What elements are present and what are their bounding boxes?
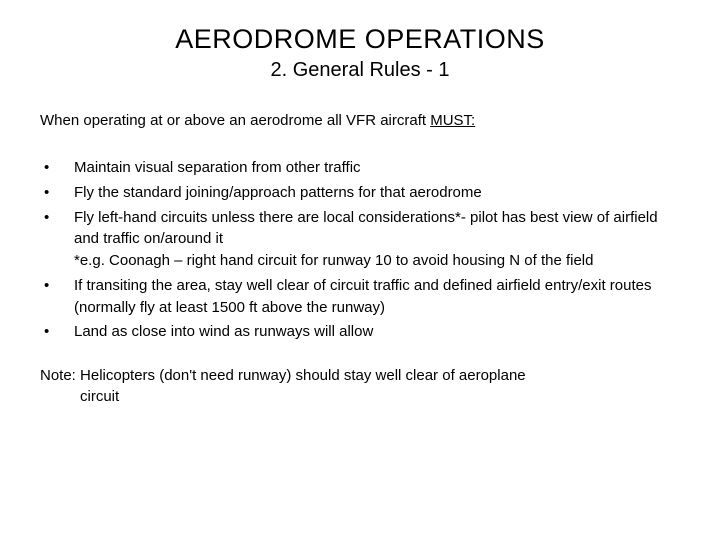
note-text: Note: Helicopters (don't need runway) sh…	[40, 365, 680, 407]
intro-text: When operating at or above an aerodrome …	[40, 112, 680, 129]
list-item: If transiting the area, stay well clear …	[40, 275, 680, 319]
slide-subtitle: 2. General Rules - 1	[40, 59, 680, 82]
bullet-text: Land as close into wind as runways will …	[74, 323, 373, 340]
list-item: Maintain visual separation from other tr…	[40, 157, 680, 179]
bullet-subtext: *e.g. Coonagh – right hand circuit for r…	[74, 250, 680, 272]
bullet-text: Fly the standard joining/approach patter…	[74, 184, 482, 201]
note-line1: Note: Helicopters (don't need runway) sh…	[40, 367, 526, 384]
list-item: Land as close into wind as runways will …	[40, 321, 680, 343]
list-item: Fly left-hand circuits unless there are …	[40, 207, 680, 272]
bullet-list: Maintain visual separation from other tr…	[40, 157, 680, 343]
slide-title: AERODROME OPERATIONS	[40, 24, 680, 55]
list-item: Fly the standard joining/approach patter…	[40, 182, 680, 204]
intro-prefix: When operating at or above an aerodrome …	[40, 112, 430, 129]
bullet-text: Fly left-hand circuits unless there are …	[74, 209, 658, 248]
note-line2: circuit	[40, 386, 680, 407]
bullet-text: Maintain visual separation from other tr…	[74, 159, 361, 176]
intro-must: MUST:	[430, 112, 475, 129]
bullet-text: If transiting the area, stay well clear …	[74, 277, 652, 316]
